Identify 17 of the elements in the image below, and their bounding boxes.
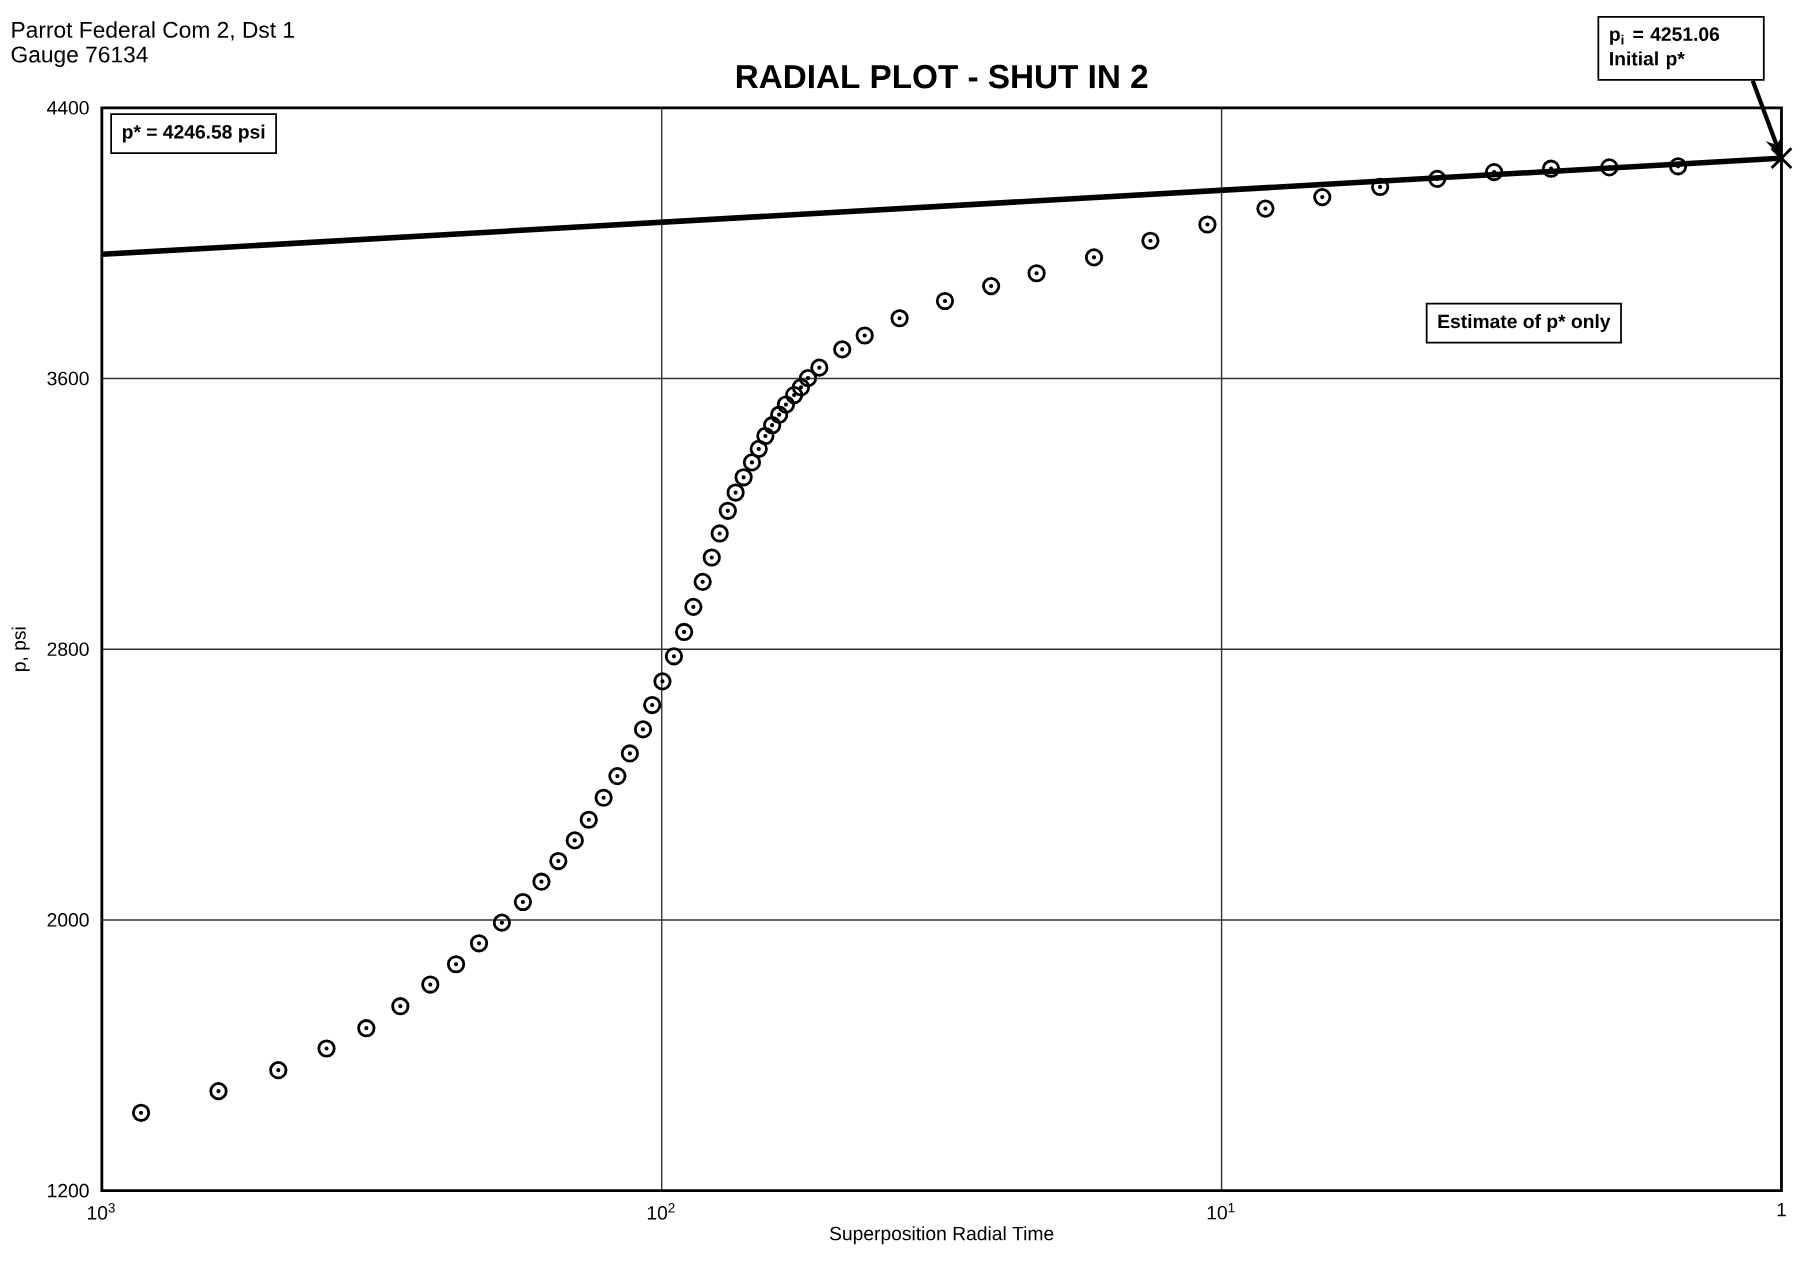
y-axis-title: p, psi: [11, 627, 30, 671]
y-tick-label: 2000: [47, 913, 89, 927]
x-tick-label: 10$^{2}$: [647, 1202, 675, 1220]
x-tick-label: 1: [1777, 1202, 1786, 1217]
y-tick-label: 4400: [47, 100, 89, 115]
chart-title: RADIAL PLOT - SHUT IN 2: [736, 64, 1148, 89]
x-axis-title: Superposition Radial Time: [829, 1226, 1054, 1245]
y-tick-label: 2800: [47, 642, 89, 656]
x-tick-label: 10$^{3}$: [88, 1202, 115, 1220]
y-tick-label: 1200: [48, 1183, 89, 1198]
text: Parrot Federal Com 2, Dst 1: [12, 21, 294, 41]
text: p$_{i}$ = 4251.06 Initial p*: [1610, 27, 1720, 70]
y-tick-label: 3600: [47, 371, 89, 386]
x-tick-label: 10$^{1}$: [1207, 1202, 1235, 1220]
text: Gauge 76134: [11, 46, 148, 67]
annotation: Estimate of p* only: [1438, 313, 1611, 332]
annotation: p* = 4246.58 psi: [122, 124, 265, 143]
